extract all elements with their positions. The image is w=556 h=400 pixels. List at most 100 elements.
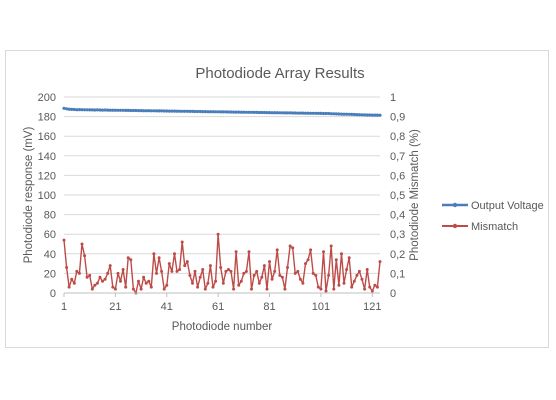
data-point-mismatch: [62, 238, 66, 242]
data-point-mismatch: [296, 269, 300, 273]
data-point-output-voltage: [303, 111, 308, 115]
data-point-output-voltage: [180, 109, 184, 113]
data-point-mismatch: [360, 277, 364, 281]
data-point-mismatch: [229, 269, 233, 273]
data-point-mismatch: [319, 287, 323, 291]
y-axis-right-title: Photodiode Mismatch (%): [409, 129, 421, 261]
data-point-mismatch: [162, 287, 166, 291]
data-point-mismatch: [270, 277, 274, 281]
data-point-mismatch: [65, 266, 69, 269]
data-point-output-voltage: [378, 113, 382, 117]
data-point-mismatch: [257, 281, 261, 285]
y-left-tick-label: 180: [38, 112, 56, 124]
data-point-mismatch: [83, 254, 87, 258]
data-point-output-voltage: [273, 111, 277, 115]
data-point-output-voltage: [121, 108, 125, 112]
data-point-output-voltage: [296, 111, 300, 115]
data-point-mismatch: [286, 266, 289, 269]
data-point-output-voltage: [237, 110, 241, 114]
data-point-output-voltage: [232, 110, 236, 114]
data-point-mismatch: [72, 281, 76, 285]
data-point-mismatch: [370, 289, 374, 293]
data-point-mismatch: [85, 275, 89, 279]
data-point-mismatch: [244, 269, 248, 273]
data-point-output-voltage: [357, 113, 361, 117]
data-point-output-voltage: [352, 112, 356, 117]
data-point-output-voltage: [103, 108, 107, 112]
data-point-output-voltage: [278, 111, 282, 115]
data-point-output-voltage: [321, 111, 326, 116]
data-point-mismatch: [170, 269, 174, 273]
legend-label-output-voltage: Output Voltage: [471, 200, 544, 212]
data-point-output-voltage: [188, 109, 192, 113]
y-right-tick-label: 0: [390, 288, 396, 300]
data-point-output-voltage: [257, 110, 261, 115]
data-point-mismatch: [368, 285, 372, 289]
data-point-mismatch: [283, 287, 287, 291]
data-point-output-voltage: [260, 110, 264, 115]
data-point-output-voltage: [113, 108, 117, 112]
data-point-output-voltage: [162, 109, 166, 113]
data-point-mismatch: [126, 256, 130, 260]
legend-item-output-voltage: Output Voltage: [442, 200, 544, 212]
y-left-tick-label: 80: [44, 210, 56, 222]
data-point-output-voltage: [234, 110, 238, 114]
data-point-mismatch: [113, 287, 117, 291]
data-point-output-voltage: [62, 106, 66, 110]
data-point-output-voltage: [90, 108, 94, 112]
data-point-mismatch: [340, 252, 343, 256]
data-point-output-voltage: [283, 111, 287, 115]
data-point-output-voltage: [242, 110, 246, 114]
data-point-mismatch: [265, 287, 269, 291]
data-point-mismatch: [322, 250, 325, 254]
data-point-output-voltage: [178, 109, 182, 113]
data-point-mismatch: [311, 271, 315, 275]
data-point-output-voltage: [160, 109, 164, 113]
legend-item-mismatch: Mismatch: [442, 221, 518, 233]
data-point-mismatch: [221, 281, 225, 285]
data-point-output-voltage: [167, 109, 171, 113]
y-left-tick-label: 200: [38, 92, 56, 104]
data-point-output-voltage: [219, 110, 223, 114]
data-point-mismatch: [160, 269, 164, 273]
data-point-mismatch: [108, 264, 112, 268]
x-tick-label: 21: [109, 301, 121, 313]
data-point-mismatch: [260, 275, 264, 279]
data-point-output-voltage: [368, 113, 372, 117]
data-point-output-voltage: [334, 112, 338, 116]
data-point-output-voltage: [301, 111, 305, 115]
data-point-output-voltage: [157, 109, 161, 113]
data-point-output-voltage: [108, 108, 112, 112]
data-point-output-voltage: [175, 109, 179, 113]
data-point-output-voltage: [129, 108, 133, 113]
data-point-mismatch: [337, 283, 341, 287]
data-point-mismatch: [203, 287, 207, 291]
data-point-mismatch: [226, 268, 230, 271]
data-point-mismatch: [252, 273, 256, 277]
data-point-output-voltage: [288, 111, 292, 115]
data-point-output-voltage: [355, 113, 359, 117]
data-point-output-voltage: [77, 108, 81, 112]
data-point-output-voltage: [327, 111, 331, 116]
y-left-tick-label: 120: [38, 170, 56, 182]
data-point-mismatch: [142, 275, 146, 279]
data-point-mismatch: [183, 264, 187, 268]
data-point-mismatch: [206, 281, 210, 285]
data-point-output-voltage: [67, 107, 71, 111]
y-left-tick-label: 100: [38, 190, 56, 202]
data-point-mismatch: [185, 260, 189, 264]
data-point-output-voltage: [185, 109, 189, 113]
data-point-mismatch: [332, 287, 336, 291]
data-point-output-voltage: [262, 110, 266, 115]
data-point-mismatch: [334, 258, 338, 262]
data-point-output-voltage: [154, 109, 159, 113]
data-point-mismatch: [224, 269, 228, 273]
data-point-output-voltage: [198, 109, 202, 114]
data-point-output-voltage: [221, 110, 225, 114]
x-axis-title: Photodiode number: [172, 321, 273, 333]
data-point-mismatch: [139, 287, 143, 291]
data-point-output-voltage: [291, 111, 295, 115]
data-point-output-voltage: [265, 111, 269, 115]
data-point-mismatch: [304, 262, 307, 266]
